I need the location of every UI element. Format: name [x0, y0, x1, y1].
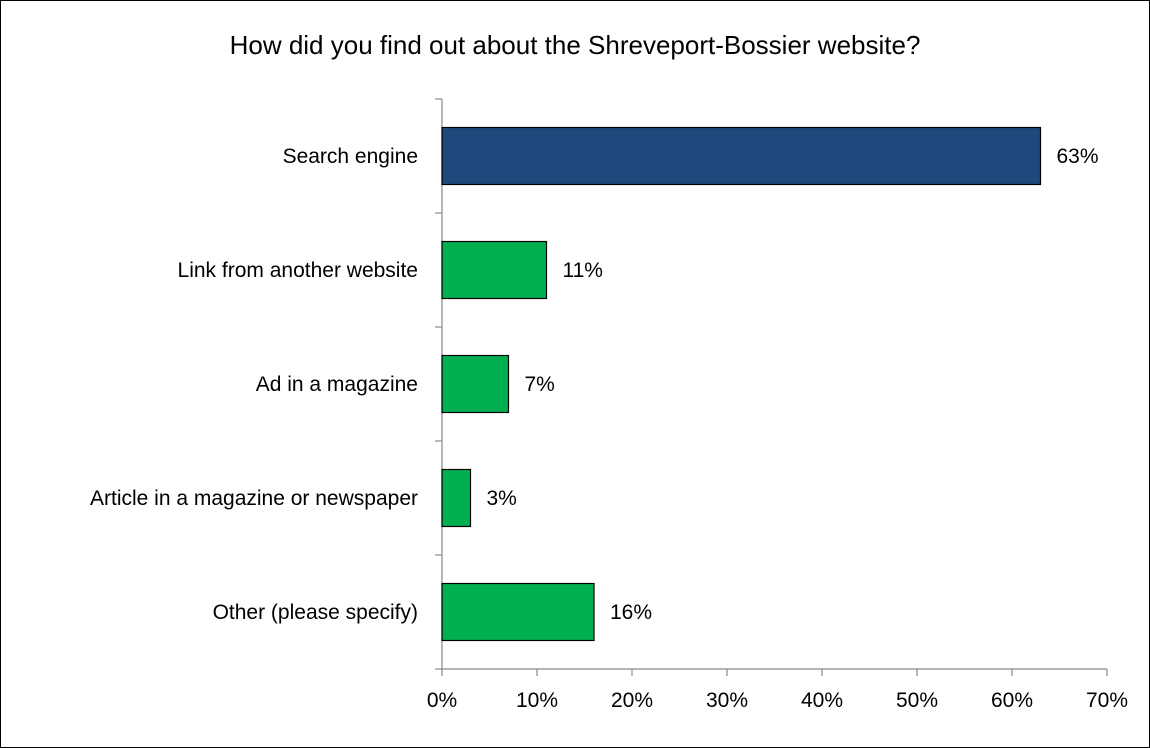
category-label: Other (please specify) [213, 601, 418, 624]
category-label: Search engine [283, 145, 418, 168]
bar [441, 240, 548, 300]
category-label: Article in a magazine or newspaper [90, 487, 418, 510]
bar [441, 582, 595, 642]
data-label: 11% [563, 259, 603, 282]
x-tick-label: 70% [1086, 689, 1128, 712]
x-tick-label: 40% [801, 689, 843, 712]
category-label: Link from another website [178, 259, 418, 282]
x-tick-label: 20% [611, 689, 653, 712]
data-label: 7% [525, 373, 555, 396]
bar [441, 126, 1042, 186]
x-tick-label: 10% [516, 689, 558, 712]
bar [441, 468, 472, 528]
data-label: 63% [1057, 145, 1099, 168]
data-label: 3% [487, 487, 517, 510]
x-tick-label: 0% [427, 689, 457, 712]
bar [441, 354, 510, 414]
x-tick-label: 30% [706, 689, 748, 712]
category-label: Ad in a magazine [256, 373, 418, 396]
x-tick-label: 60% [991, 689, 1033, 712]
chart-title: How did you find out about the Shrevepor… [229, 30, 921, 60]
x-tick-label: 50% [896, 689, 938, 712]
data-label: 16% [610, 601, 652, 624]
